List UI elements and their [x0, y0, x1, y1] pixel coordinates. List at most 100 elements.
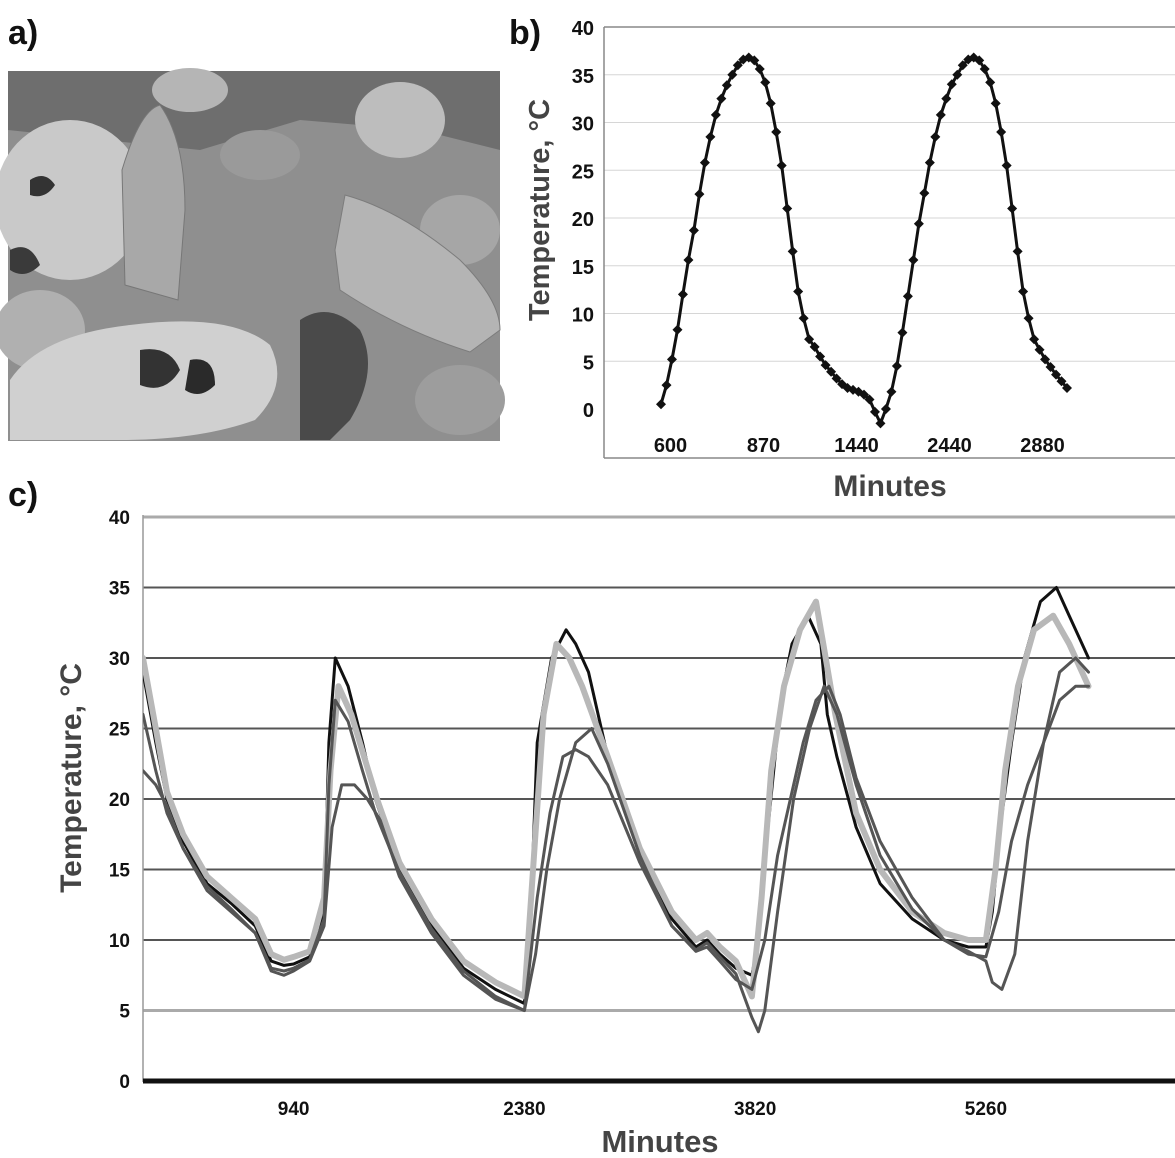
- boulder: [355, 82, 445, 158]
- chart-b-data-point: [798, 313, 809, 324]
- chart-b-data-point: [705, 131, 716, 142]
- chart-b-x-tick-label: 600: [654, 435, 687, 457]
- panel-label-c: c): [8, 476, 38, 514]
- chart-b-data-point: [891, 361, 902, 372]
- boulder: [152, 68, 228, 112]
- chart-b-data-point: [859, 389, 869, 400]
- chart-b-data-point: [1034, 344, 1045, 355]
- chart-b-data-point: [946, 79, 957, 90]
- chart-b-data-point: [765, 98, 776, 109]
- chart-b-data-point: [776, 160, 787, 171]
- chart-b-data-point: [754, 64, 765, 75]
- chart-b-data-point: [990, 98, 1001, 109]
- boulder: [220, 130, 300, 180]
- chart-b-y-tick-label: 35: [572, 66, 594, 88]
- chart-c-y-axis-label: Temperature, °C: [55, 663, 88, 893]
- chart-b-data-point: [782, 203, 793, 214]
- chart-b-data-point: [1007, 203, 1018, 214]
- chart-b-series-line: [659, 56, 1069, 425]
- chart-b-data-point: [1018, 286, 1029, 297]
- chart-b-data-point: [804, 334, 815, 345]
- panel-label-b: b): [509, 14, 541, 52]
- chart-b-data-point: [815, 351, 826, 362]
- chart-b-x-tick-label: 870: [747, 435, 780, 457]
- chart-b-data-point: [721, 80, 732, 91]
- chart-b-data-point: [957, 60, 968, 71]
- tilted-slab-sensor: [334, 194, 501, 353]
- chart-b-data-point: [1001, 160, 1012, 171]
- chart-b-data-point: [1029, 334, 1040, 345]
- chart-c-x-tick-label: 2380: [503, 1099, 545, 1120]
- chart-b-data-point: [880, 404, 891, 414]
- chart-b-gridlines: [604, 74, 1175, 362]
- chart-c-y-tick-label: 20: [109, 790, 130, 811]
- chart-b-data-point: [787, 246, 798, 257]
- chart-c: 0 5 10 15 20 25 30 35 40 940 2380 3820 5260 Minutes…: [55, 508, 1175, 1158]
- chart-b-data-point: [809, 341, 820, 352]
- chart-b-y-tick-label: 15: [572, 257, 594, 279]
- chart-b-data-point: [831, 373, 842, 384]
- chart-c-gridlines: [143, 515, 1175, 1012]
- chart-b-data-point: [930, 131, 941, 142]
- chart-b-y-axis-label: Temperature, °C: [524, 99, 556, 321]
- chart-b-data-point: [908, 255, 919, 266]
- chart-b-y-tick-label: 25: [572, 161, 594, 183]
- chart-b-y-tick-label: 20: [572, 209, 594, 231]
- chart-c-y-tick-label: 35: [109, 579, 131, 600]
- chart-b-data-point: [699, 157, 710, 168]
- rock-shadow: [140, 349, 180, 388]
- panel-label-a: a): [8, 14, 38, 52]
- chart-b-y-ticks: 0 5 10 15 20 25 30 35 40: [572, 18, 594, 422]
- chart-b-data-point: [683, 255, 694, 266]
- field-photo: [0, 68, 505, 441]
- chart-b-data-point: [974, 55, 985, 66]
- chart-b-y-tick-label: 0: [583, 400, 594, 422]
- chart-c-series-line-2: [143, 598, 1092, 1000]
- chart-b-x-tick-label: 2440: [927, 435, 972, 457]
- chart-b-data-point: [1062, 382, 1072, 393]
- chart-b-data-point: [864, 394, 875, 405]
- chart-b-data-point: [902, 291, 913, 302]
- chart-b-y-tick-label: 40: [572, 18, 594, 40]
- chart-c-y-ticks: 0 5 10 15 20 25 30 35 40: [109, 508, 131, 1093]
- chart-b-data-point: [996, 127, 1007, 138]
- standing-slab-sensor: [121, 104, 186, 301]
- chart-b-data-point: [826, 366, 837, 377]
- chart-b-data-point: [869, 406, 880, 417]
- chart-b-x-ticks: 600 870 1440 2440 2880: [654, 435, 1065, 457]
- chart-b-data-point: [1040, 354, 1051, 365]
- chart-c-y-tick-label: 0: [119, 1072, 130, 1093]
- chart-b-data-point: [732, 60, 743, 71]
- chart-b-data-point: [979, 64, 990, 75]
- chart-b-x-tick-label: 2880: [1020, 435, 1065, 457]
- chart-b-data-point: [985, 77, 996, 88]
- chart-c-y-tick-label: 15: [109, 861, 131, 882]
- chart-c-x-tick-label: 5260: [965, 1099, 1007, 1120]
- chart-b-x-tick-label: 1440: [834, 435, 879, 457]
- chart-b-data-point: [924, 157, 935, 168]
- chart-b-data-point: [913, 218, 924, 229]
- chart-b-data-point: [793, 286, 804, 297]
- chart-b-data-point: [1023, 313, 1034, 324]
- chart-b-data-point: [935, 109, 946, 120]
- rock-shadow: [185, 359, 215, 394]
- chart-b-data-point: [1051, 369, 1062, 380]
- chart-c-x-tick-label: 940: [278, 1099, 310, 1120]
- chart-c-series-line-4: [143, 656, 1090, 1034]
- chart-b-data-point: [820, 360, 831, 371]
- chart-b-y-tick-label: 10: [572, 305, 594, 327]
- chart-b-data-point: [875, 418, 886, 429]
- chart-c-y-tick-label: 25: [109, 720, 131, 741]
- chart-b-data-point: [1045, 361, 1056, 372]
- chart-b-data-point: [749, 55, 760, 66]
- chart-c-y-tick-label: 40: [109, 508, 130, 529]
- chart-b-data-point: [710, 109, 721, 120]
- chart-b: 0 5 10 15 20 25 30 35 40 600 870 1440 2440 2880 Minu…: [524, 18, 1175, 503]
- chart-c-series: [143, 586, 1092, 1034]
- chart-b-x-axis-label: Minutes: [833, 470, 946, 503]
- chart-c-y-tick-label: 10: [109, 931, 130, 952]
- chart-b-data-point: [941, 93, 952, 104]
- chart-b-data-point: [727, 69, 738, 80]
- chart-b-data-point: [897, 327, 908, 338]
